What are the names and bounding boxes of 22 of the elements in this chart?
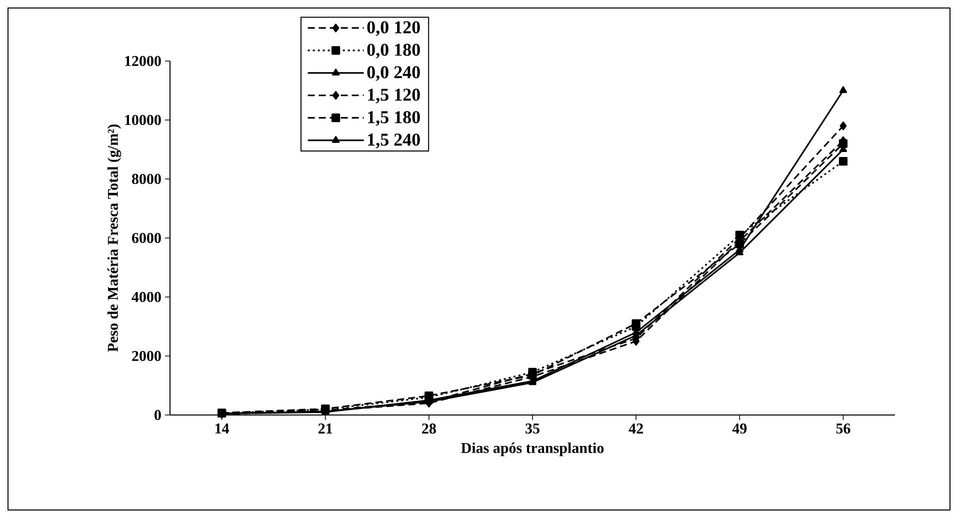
legend-label: 1,5 240: [368, 134, 420, 148]
y-tick-label: 6000: [132, 232, 161, 244]
x-tick-label: 28: [422, 424, 436, 434]
y-tick-label: 12000: [125, 56, 161, 66]
x-tick-label: 56: [836, 424, 850, 434]
legend-label: 0,0 180: [367, 44, 420, 58]
y-tick-label: 8000: [132, 174, 161, 184]
y-tick-label: 4000: [132, 292, 161, 302]
y-axis-title: Peso de Matéria Fresca Total (g/m²): [107, 124, 122, 352]
y-tick-label: 2000: [132, 350, 161, 362]
x-tick-label: 35: [526, 424, 540, 434]
x-tick-label: 49: [732, 424, 747, 434]
x-tick-label: 14: [216, 424, 230, 434]
legend-label: 0,0 240: [367, 66, 420, 81]
x-axis-title: Dias após transplantio: [461, 442, 604, 456]
x-tick-label: 21: [318, 424, 332, 434]
x-tick-label: 42: [628, 424, 643, 434]
y-tick-label: 10000: [125, 114, 161, 126]
legend-label: 1,5 180: [368, 111, 420, 126]
y-tick-label: 0: [154, 410, 161, 420]
legend-label: 0,0 120: [367, 21, 420, 36]
legend-label: 1,5 120: [368, 88, 420, 104]
